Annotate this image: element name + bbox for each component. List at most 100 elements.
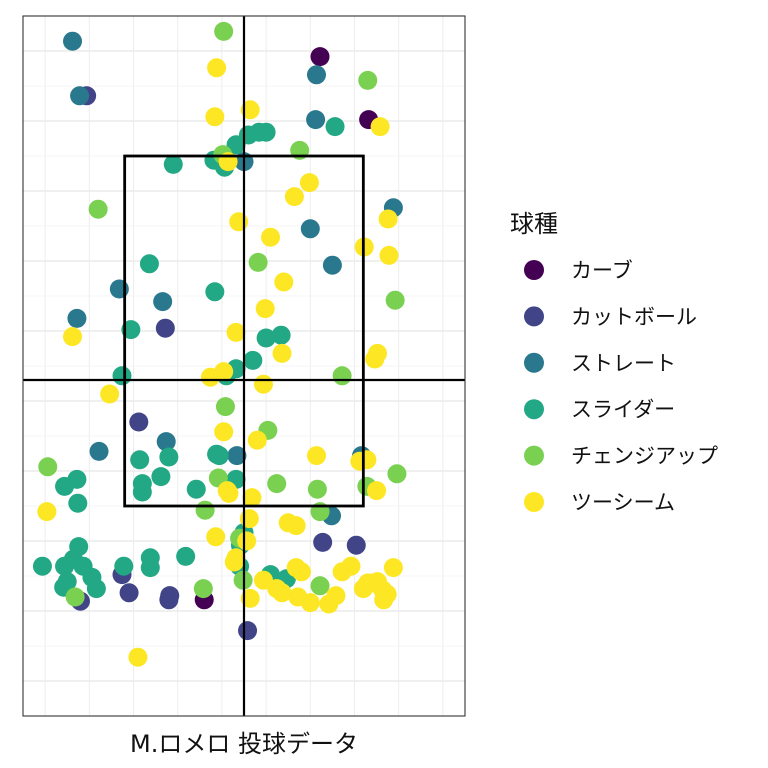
pitch-point xyxy=(240,100,260,120)
pitch-point xyxy=(374,590,394,610)
legend-title: 球種 xyxy=(510,210,558,238)
pitch-point xyxy=(306,65,326,85)
pitch-point xyxy=(267,474,287,494)
x-axis-label: M.ロメロ 投球データ xyxy=(130,730,358,758)
pitch-point xyxy=(332,366,352,386)
pitch-point xyxy=(239,509,259,529)
pitch-point xyxy=(272,343,292,363)
pitch-point xyxy=(224,552,244,572)
pitch-point xyxy=(307,479,327,499)
pitch-point xyxy=(63,31,83,51)
legend-label: ストレート xyxy=(571,351,676,375)
pitch-point xyxy=(383,558,403,578)
pitch-point xyxy=(68,493,88,513)
pitch-point xyxy=(358,70,378,90)
pitch-point xyxy=(121,320,141,340)
pitch-point xyxy=(237,531,257,551)
pitch-point xyxy=(256,328,276,348)
pitch-point xyxy=(89,441,109,461)
pitch-point xyxy=(300,219,320,239)
pitch-point xyxy=(140,548,160,568)
pitch-point xyxy=(240,588,260,608)
pitch-point xyxy=(155,318,175,338)
pitch-points xyxy=(32,21,407,667)
strike-zone xyxy=(123,154,365,508)
pitch-point xyxy=(243,350,263,370)
pitch-point xyxy=(306,446,326,466)
legend-label: カットボール xyxy=(571,305,697,329)
pitch-point xyxy=(205,107,225,127)
pitch-point xyxy=(255,299,275,319)
legend-label: ツーシーム xyxy=(571,491,675,515)
pitch-point xyxy=(238,621,258,641)
pitch-point xyxy=(132,482,152,502)
pitch-point xyxy=(70,86,90,106)
pitch-point xyxy=(153,292,173,312)
pitch-point xyxy=(65,587,85,607)
legend-label: スライダー xyxy=(571,398,675,422)
legend-swatch xyxy=(524,260,544,280)
legend-swatch xyxy=(524,352,544,373)
pitch-point xyxy=(159,590,179,610)
pitch-point xyxy=(227,446,247,466)
pitch-point xyxy=(313,532,333,552)
pitch-point xyxy=(341,556,361,576)
pitch-point xyxy=(306,110,326,130)
pitch-point xyxy=(209,446,229,466)
pitch-point xyxy=(214,422,234,442)
pitch-point xyxy=(325,117,345,137)
pitch-point xyxy=(310,576,330,596)
pitch-point xyxy=(326,586,346,606)
pitch-point xyxy=(300,593,320,613)
pitch-point xyxy=(86,579,106,599)
legend-swatch xyxy=(524,445,544,466)
legend-swatch xyxy=(524,306,544,327)
pitch-point xyxy=(214,21,234,41)
legend-label: チェンジアップ xyxy=(571,444,718,468)
pitch-point xyxy=(114,556,134,576)
pitch-point xyxy=(214,362,234,382)
pitch-point xyxy=(387,464,407,484)
pitch-point xyxy=(370,117,390,137)
pitch-point xyxy=(378,209,398,229)
pitch-point xyxy=(284,187,304,207)
pitch-point xyxy=(365,349,385,369)
pitch-point xyxy=(272,583,292,603)
pitch-point xyxy=(193,579,213,599)
pitch-point xyxy=(274,272,294,292)
legend-swatch xyxy=(524,492,544,512)
pitch-point xyxy=(299,173,319,193)
pitch-point xyxy=(379,245,399,265)
pitch-point xyxy=(385,290,405,310)
pitch-point xyxy=(195,500,215,520)
pitch-point xyxy=(88,199,108,219)
pitch-point xyxy=(322,255,342,275)
pitch-point xyxy=(37,502,57,522)
pitch-point xyxy=(156,432,176,452)
pitch-point xyxy=(57,572,77,592)
legend-label: カーブ xyxy=(571,259,633,283)
pitch-point xyxy=(207,58,227,78)
pitch-point xyxy=(367,481,387,501)
pitch-point xyxy=(271,325,291,345)
pitch-point xyxy=(205,282,225,302)
pitch-point xyxy=(229,212,249,232)
pitch-point xyxy=(346,535,366,555)
legend-swatch xyxy=(524,399,544,420)
pitch-point xyxy=(253,374,273,394)
pitch-point xyxy=(176,546,196,566)
pitch-point xyxy=(206,527,226,547)
pitch-point xyxy=(357,450,377,470)
pitch-point xyxy=(219,483,239,503)
pitch-point xyxy=(38,457,58,477)
pitch-point xyxy=(215,397,235,417)
pitch-point xyxy=(151,467,171,487)
pitch-point xyxy=(186,479,206,499)
pitch-point xyxy=(226,322,246,342)
pitch-point xyxy=(63,327,83,347)
plot-panel-border xyxy=(22,15,466,717)
pitch-point xyxy=(100,384,120,404)
pitch-point xyxy=(159,447,179,467)
